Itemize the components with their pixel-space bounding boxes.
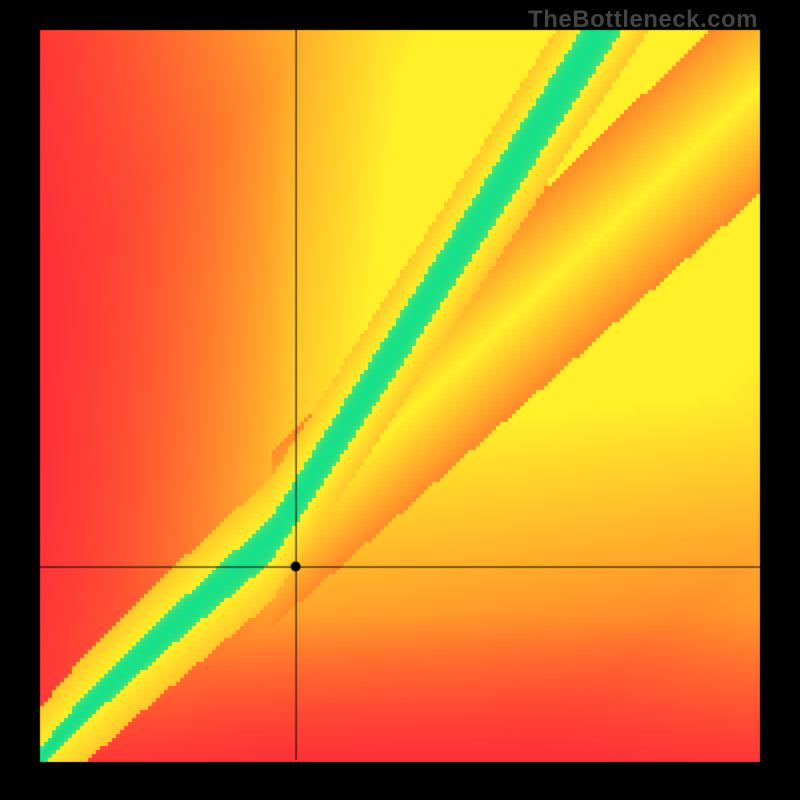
chart-container: { "watermark": { "text": "TheBottleneck.…	[0, 0, 800, 800]
watermark-text: TheBottleneck.com	[528, 6, 758, 34]
heatmap-canvas	[0, 0, 800, 800]
